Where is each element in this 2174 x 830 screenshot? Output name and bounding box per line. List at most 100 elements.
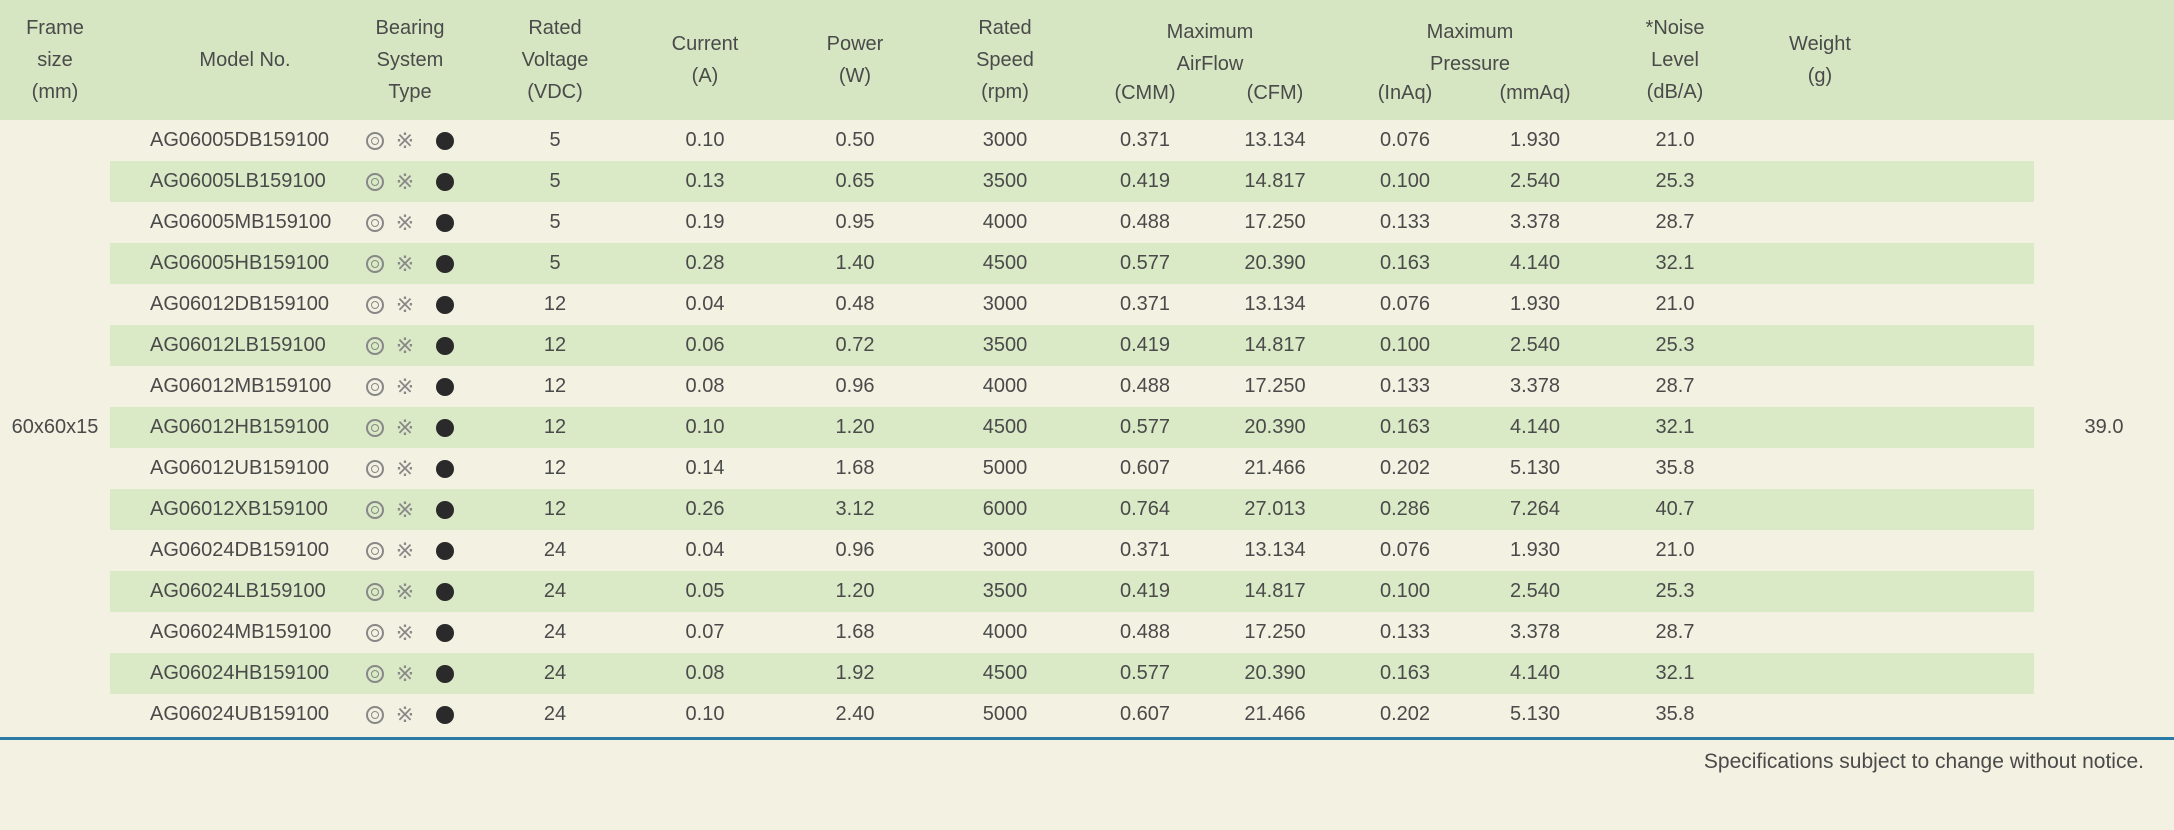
header-pressure-inaq: (InAq) [1340,82,1470,105]
cell-noise: 21.0 [1600,539,1750,562]
header-airflow-cfm: (CFM) [1210,82,1340,105]
ring-icon [366,214,384,232]
cell-mmaq: 5.130 [1470,457,1600,480]
cell-inaq: 0.133 [1340,375,1470,398]
cell-speed: 4000 [930,375,1080,398]
star-icon: ※ [396,294,414,316]
ring-icon [366,542,384,560]
cell-inaq: 0.163 [1340,252,1470,275]
cell-speed: 4000 [930,211,1080,234]
ring-icon [366,583,384,601]
cell-bearing: ※ [340,161,480,202]
cell-noise: 35.8 [1600,457,1750,480]
header-frame-l1: Frame [26,12,84,44]
cell-inaq: 0.133 [1340,211,1470,234]
cell-voltage: 24 [480,580,630,603]
cell-cfm: 17.250 [1210,621,1340,644]
header-voltage: Rated Voltage (VDC) [480,0,630,120]
cell-voltage: 24 [480,662,630,685]
table-row: AG06012DB159100※120.040.4830000.37113.13… [110,284,2034,325]
header-pressure-l1: Maximum [1427,16,1514,48]
cell-speed: 4500 [930,662,1080,685]
header-noise-l2: Level [1651,44,1699,76]
spec-table: Frame size (mm) Model No. Bearing System… [0,0,2174,784]
cell-power: 1.68 [780,457,930,480]
dot-icon [436,214,454,232]
cell-mmaq: 2.540 [1470,580,1600,603]
ring-icon [366,255,384,273]
cell-mmaq: 3.378 [1470,211,1600,234]
cell-bearing: ※ [340,243,480,284]
cell-mmaq: 3.378 [1470,375,1600,398]
cell-model: AG06024HB159100 [110,662,340,685]
cell-voltage: 12 [480,334,630,357]
cell-power: 0.96 [780,375,930,398]
cell-power: 1.68 [780,621,930,644]
cell-model: AG06012HB159100 [110,416,340,439]
cell-cfm: 21.466 [1210,457,1340,480]
table-body: 60x60x15 AG06005DB159100※50.100.5030000.… [0,120,2174,735]
table-row: AG06005DB159100※50.100.5030000.37113.134… [110,120,2034,161]
cell-cfm: 13.134 [1210,293,1340,316]
cell-cfm: 14.817 [1210,580,1340,603]
cell-model: AG06024MB159100 [110,621,340,644]
header-voltage-l1: Rated [528,12,581,44]
star-icon: ※ [396,130,414,152]
cell-model: AG06024LB159100 [110,580,340,603]
cell-mmaq: 5.130 [1470,703,1600,726]
cell-bearing: ※ [340,571,480,612]
cell-mmaq: 2.540 [1470,334,1600,357]
cell-model: AG06005HB159100 [110,252,340,275]
cell-model: AG06012DB159100 [110,293,340,316]
cell-cmm: 0.607 [1080,457,1210,480]
cell-speed: 3000 [930,129,1080,152]
cell-current: 0.10 [630,416,780,439]
header-current: Current (A) [630,0,780,120]
cell-cfm: 20.390 [1210,662,1340,685]
cell-voltage: 12 [480,375,630,398]
ring-icon [366,706,384,724]
cell-mmaq: 1.930 [1470,129,1600,152]
star-icon: ※ [396,704,414,726]
weight-value: 39.0 [2085,416,2124,439]
cell-speed: 4500 [930,252,1080,275]
cell-inaq: 0.286 [1340,498,1470,521]
dot-icon [436,132,454,150]
cell-model: AG06012LB159100 [110,334,340,357]
dot-icon [436,419,454,437]
star-icon: ※ [396,663,414,685]
cell-mmaq: 3.378 [1470,621,1600,644]
header-power-l1: Power [827,28,884,60]
cell-speed: 3500 [930,580,1080,603]
cell-voltage: 24 [480,539,630,562]
header-weight-l2: (g) [1808,60,1832,92]
cell-current: 0.08 [630,662,780,685]
cell-current: 0.10 [630,703,780,726]
cell-current: 0.13 [630,170,780,193]
cell-cfm: 20.390 [1210,252,1340,275]
cell-voltage: 12 [480,498,630,521]
cell-noise: 28.7 [1600,621,1750,644]
cell-power: 0.72 [780,334,930,357]
cell-speed: 3000 [930,293,1080,316]
table-row: AG06012MB159100※120.080.9640000.48817.25… [110,366,2034,407]
frame-size-cell: 60x60x15 [0,120,110,735]
cell-power: 0.48 [780,293,930,316]
cell-noise: 25.3 [1600,334,1750,357]
cell-model: AG06024DB159100 [110,539,340,562]
header-voltage-l3: (VDC) [527,76,583,108]
cell-mmaq: 1.930 [1470,293,1600,316]
cell-bearing: ※ [340,489,480,530]
cell-cmm: 0.371 [1080,293,1210,316]
cell-voltage: 5 [480,211,630,234]
cell-current: 0.10 [630,129,780,152]
header-frame-l3: (mm) [32,76,79,108]
header-current-l2: (A) [692,60,719,92]
cell-power: 1.20 [780,416,930,439]
cell-noise: 32.1 [1600,252,1750,275]
cell-bearing: ※ [340,325,480,366]
cell-inaq: 0.076 [1340,129,1470,152]
dot-icon [436,296,454,314]
cell-cfm: 17.250 [1210,375,1340,398]
header-bearing-l2: System [377,44,444,76]
